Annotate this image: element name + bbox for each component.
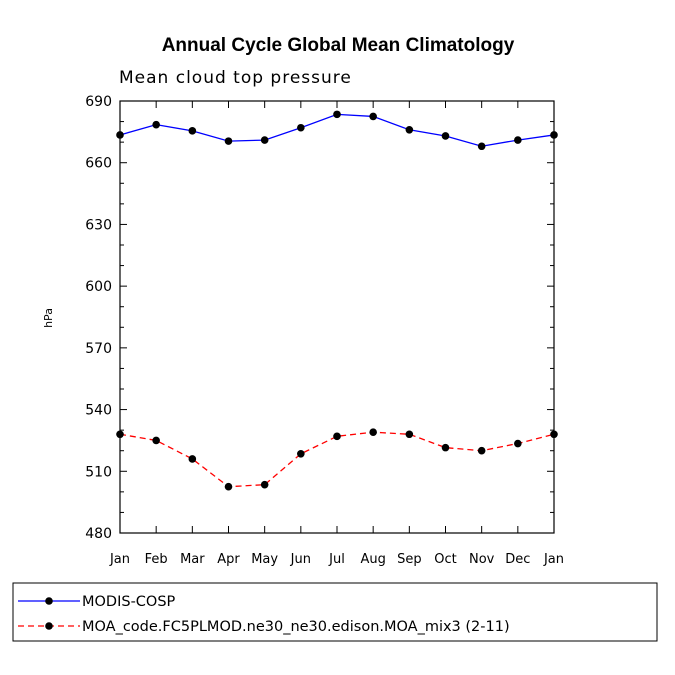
y-tick-labels: 480 510 540 570 600 630 660 690 xyxy=(85,94,112,542)
data-point-0 xyxy=(441,132,450,140)
legend-label-modis: MODIS-COSP xyxy=(82,594,176,610)
data-point-0 xyxy=(297,123,305,132)
y-axis-label: hPa xyxy=(42,308,55,328)
x-tick-label: Feb xyxy=(145,552,168,567)
x-tick-label: Jan xyxy=(109,552,130,567)
x-tick-label: May xyxy=(251,552,278,567)
data-point-1 xyxy=(260,480,269,489)
y-tick-label: 600 xyxy=(85,279,112,295)
data-point-0 xyxy=(514,136,522,144)
data-point-0 xyxy=(405,126,414,134)
chart-subtitle: Mean cloud top pressure xyxy=(119,68,352,88)
data-point-0 xyxy=(477,142,486,151)
y-tick-label: 570 xyxy=(85,341,112,357)
legend-marker-modis xyxy=(45,597,53,605)
x-tick-label: Dec xyxy=(505,552,530,567)
x-tick-label: Jun xyxy=(290,552,311,567)
y-tick-label: 630 xyxy=(85,217,112,233)
data-point-1 xyxy=(224,482,233,491)
y-tick-label: 540 xyxy=(85,403,112,419)
y-tick-label: 510 xyxy=(85,464,112,480)
chart-title: Annual Cycle Global Mean Climatology xyxy=(162,35,515,56)
legend: MODIS-COSP MOA_code.FC5PLMOD.ne30_ne30.e… xyxy=(12,582,658,642)
x-tick-label: Jul xyxy=(328,552,345,567)
x-tick-label: Apr xyxy=(217,552,240,567)
data-point-1 xyxy=(477,446,486,455)
data-point-1 xyxy=(333,432,341,441)
data-point-0 xyxy=(152,120,160,129)
x-tick-labels: Jan Feb Mar Apr May Jun Jul Aug Sep Oct Nov Dec Jan xyxy=(109,552,564,567)
x-tick-label: Aug xyxy=(360,552,385,567)
series-line-1 xyxy=(119,431,555,488)
data-point-1 xyxy=(152,436,160,445)
series-layer xyxy=(116,110,558,491)
data-point-1 xyxy=(405,430,414,439)
axes-ticks xyxy=(119,100,555,534)
x-tick-label: Oct xyxy=(434,552,456,567)
data-point-0 xyxy=(333,110,341,119)
legend-marker-moa xyxy=(45,622,53,630)
legend-label-moa: MOA_code.FC5PLMOD.ne30_ne30.edison.MOA_m… xyxy=(82,619,510,635)
legend-box xyxy=(12,582,658,642)
series-line-0 xyxy=(119,113,555,147)
x-tick-label: Nov xyxy=(469,552,495,567)
x-tick-label: Mar xyxy=(180,552,205,567)
data-point-1 xyxy=(441,443,450,452)
data-point-0 xyxy=(260,136,269,144)
data-point-1 xyxy=(369,428,377,437)
data-point-1 xyxy=(514,439,522,448)
y-tick-label: 690 xyxy=(85,94,112,110)
y-tick-label: 660 xyxy=(85,156,112,172)
x-tick-label: Sep xyxy=(397,552,422,567)
data-point-0 xyxy=(224,137,233,145)
plot-frame xyxy=(119,100,555,534)
data-point-1 xyxy=(297,450,305,458)
y-tick-label: 480 xyxy=(85,526,112,542)
data-point-0 xyxy=(369,112,377,121)
x-tick-label: Jan xyxy=(543,552,564,567)
data-point-0 xyxy=(188,127,197,135)
data-point-1 xyxy=(188,455,197,463)
